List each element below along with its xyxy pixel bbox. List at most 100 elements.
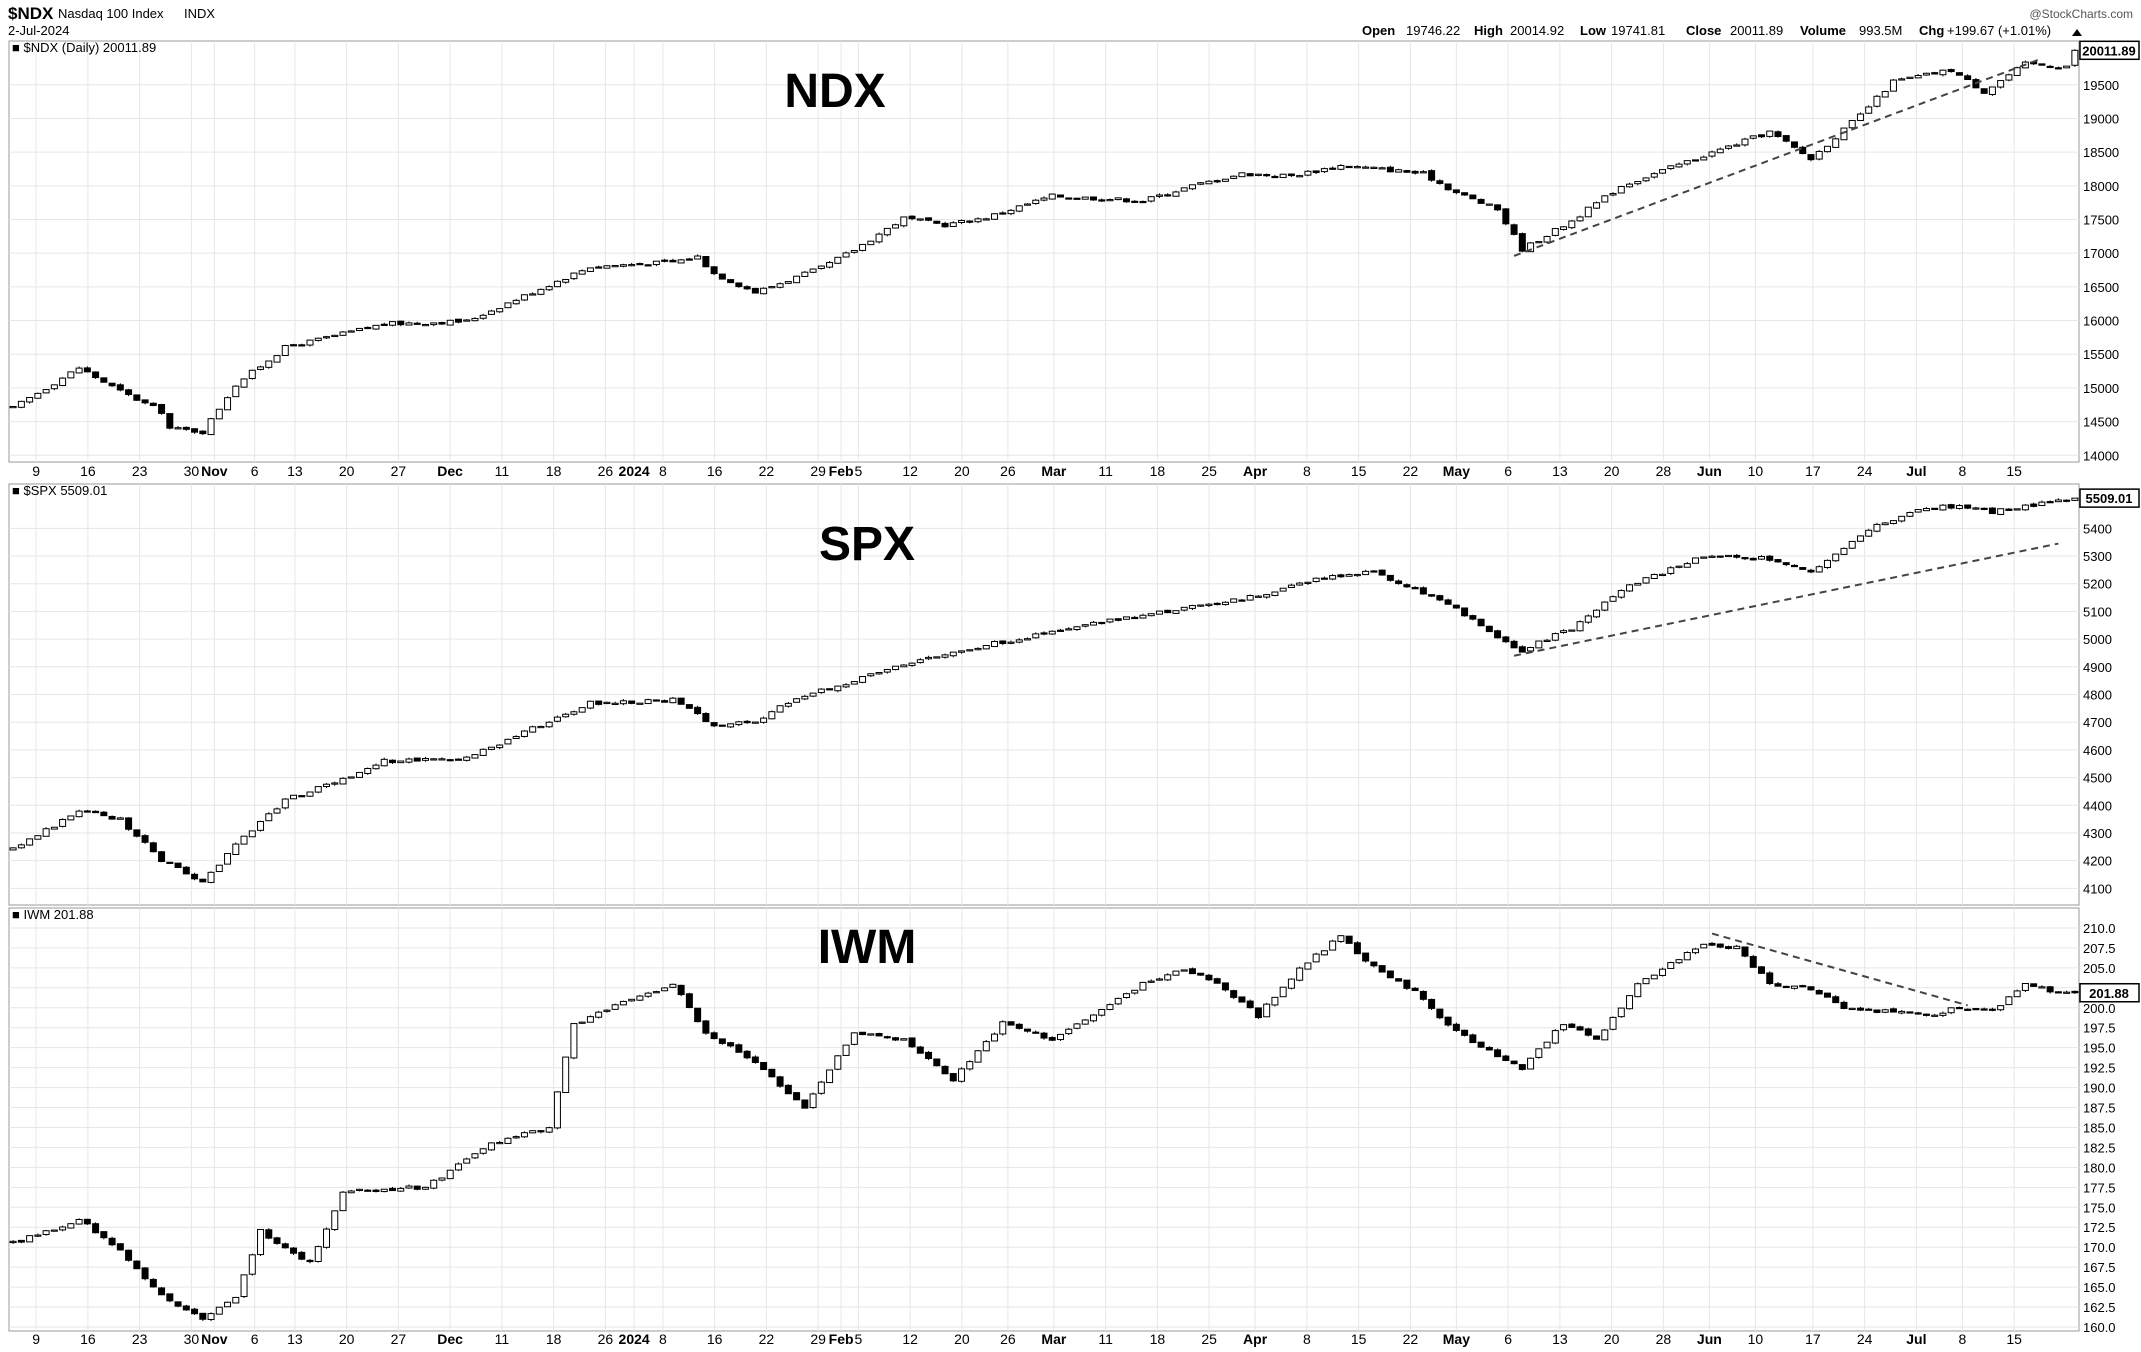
candle-body [42, 828, 50, 837]
candle-body [1576, 621, 1584, 632]
candle-body [2038, 501, 2046, 507]
candle-body [1122, 616, 1130, 620]
candle-body [1815, 150, 1823, 160]
x-tick-label: 20 [339, 1331, 355, 1347]
y-tick-label: 15500 [2083, 347, 2119, 362]
candle-body [1395, 580, 1403, 585]
chg-value: +199.67 (+1.01%) [1947, 23, 2051, 38]
x-tick-label: 30 [184, 1331, 200, 1347]
candle-body [1832, 996, 1840, 1004]
candle-body [42, 389, 50, 394]
candle-body [1914, 74, 1922, 79]
candle-body [1782, 135, 1790, 142]
low-value: 19741.81 [1611, 23, 1665, 38]
candle-body [355, 327, 363, 332]
candle-body [1024, 203, 1032, 206]
candle-body [100, 1231, 108, 1239]
candle-body [1584, 206, 1592, 218]
candle-body [2063, 991, 2071, 994]
candle-body [1271, 996, 1279, 1006]
candle-body [1955, 505, 1963, 509]
y-tick-label: 14000 [2083, 448, 2119, 463]
candle-body [1081, 624, 1089, 627]
candle-body [9, 405, 17, 409]
candle-body [1914, 509, 1922, 513]
candle-body [166, 1293, 174, 1302]
candle-body [1048, 630, 1056, 635]
candle-body [1188, 184, 1196, 190]
candle-body [1518, 1064, 1526, 1070]
candle-body [842, 1044, 850, 1056]
candle-body [817, 1081, 825, 1094]
candle-body [1106, 618, 1114, 623]
candle-body [1081, 196, 1089, 200]
candle-body [619, 700, 627, 705]
candle-body [1790, 564, 1798, 568]
candle-body [463, 756, 471, 761]
candle-body [1799, 985, 1807, 988]
candle-body [842, 684, 850, 688]
candle-body [281, 798, 289, 809]
candle-body [339, 1191, 347, 1212]
x-tick-label: 23 [132, 463, 148, 479]
candle-body [1922, 508, 1930, 512]
candle-body [1205, 180, 1213, 185]
candle-body [900, 1038, 908, 1041]
candle-body [1741, 138, 1749, 146]
candle-body [1584, 1028, 1592, 1036]
candle-body [636, 995, 644, 1001]
candle-body [2071, 49, 2079, 66]
candle-body [446, 759, 454, 762]
x-tick-label: 8 [1958, 1331, 1966, 1347]
candle-body [496, 308, 504, 313]
candle-body [1172, 610, 1180, 614]
candle-body [933, 656, 941, 659]
candle-body [1304, 170, 1312, 176]
candle-body [867, 240, 875, 246]
candle-body [207, 1313, 215, 1320]
candle-body [26, 1235, 34, 1243]
candle-body [1230, 598, 1238, 603]
candle-body [735, 282, 743, 288]
up-triangle-icon [2072, 29, 2082, 36]
candle-body [1494, 204, 1502, 211]
candle-body [125, 1249, 133, 1261]
candle-body [1089, 1014, 1097, 1022]
y-tick-label: 4200 [2083, 854, 2112, 869]
x-tick-label: 25 [1201, 463, 1217, 479]
candle-body [817, 688, 825, 694]
candle-body [92, 371, 100, 379]
candle-body [743, 720, 751, 724]
candle-body [958, 220, 966, 223]
candle-body [949, 651, 957, 657]
candle-body [17, 844, 25, 849]
y-tick-label: 4900 [2083, 660, 2112, 675]
candle-body [1444, 1016, 1452, 1026]
candle-body [388, 1187, 396, 1192]
candle-body [281, 1243, 289, 1249]
y-tick-label: 187.5 [2083, 1101, 2116, 1116]
candle-body [1774, 131, 1782, 138]
candle-body [760, 287, 768, 295]
candle-body [1213, 978, 1221, 984]
candle-body [1205, 974, 1213, 981]
candle-body [2013, 508, 2021, 511]
candle-body [1807, 986, 1815, 991]
x-tick-label: 15 [1351, 463, 1367, 479]
y-tick-label: 205.0 [2083, 961, 2116, 976]
candle-body [133, 394, 141, 401]
x-tick-label: 28 [1656, 1331, 1672, 1347]
candle-body [743, 1050, 751, 1059]
x-tick-label: Dec [437, 463, 463, 479]
candle-body [1419, 171, 1427, 174]
candle-body [735, 721, 743, 726]
x-tick-label: 16 [80, 1331, 96, 1347]
x-tick-label: 11 [1098, 1331, 1113, 1347]
candle-body [1238, 172, 1246, 178]
candle-body [1230, 990, 1238, 998]
candle-body [257, 1228, 265, 1256]
candle-body [1683, 563, 1691, 568]
candle-body [347, 776, 355, 779]
candle-body [487, 746, 495, 750]
candle-body [1692, 159, 1700, 162]
